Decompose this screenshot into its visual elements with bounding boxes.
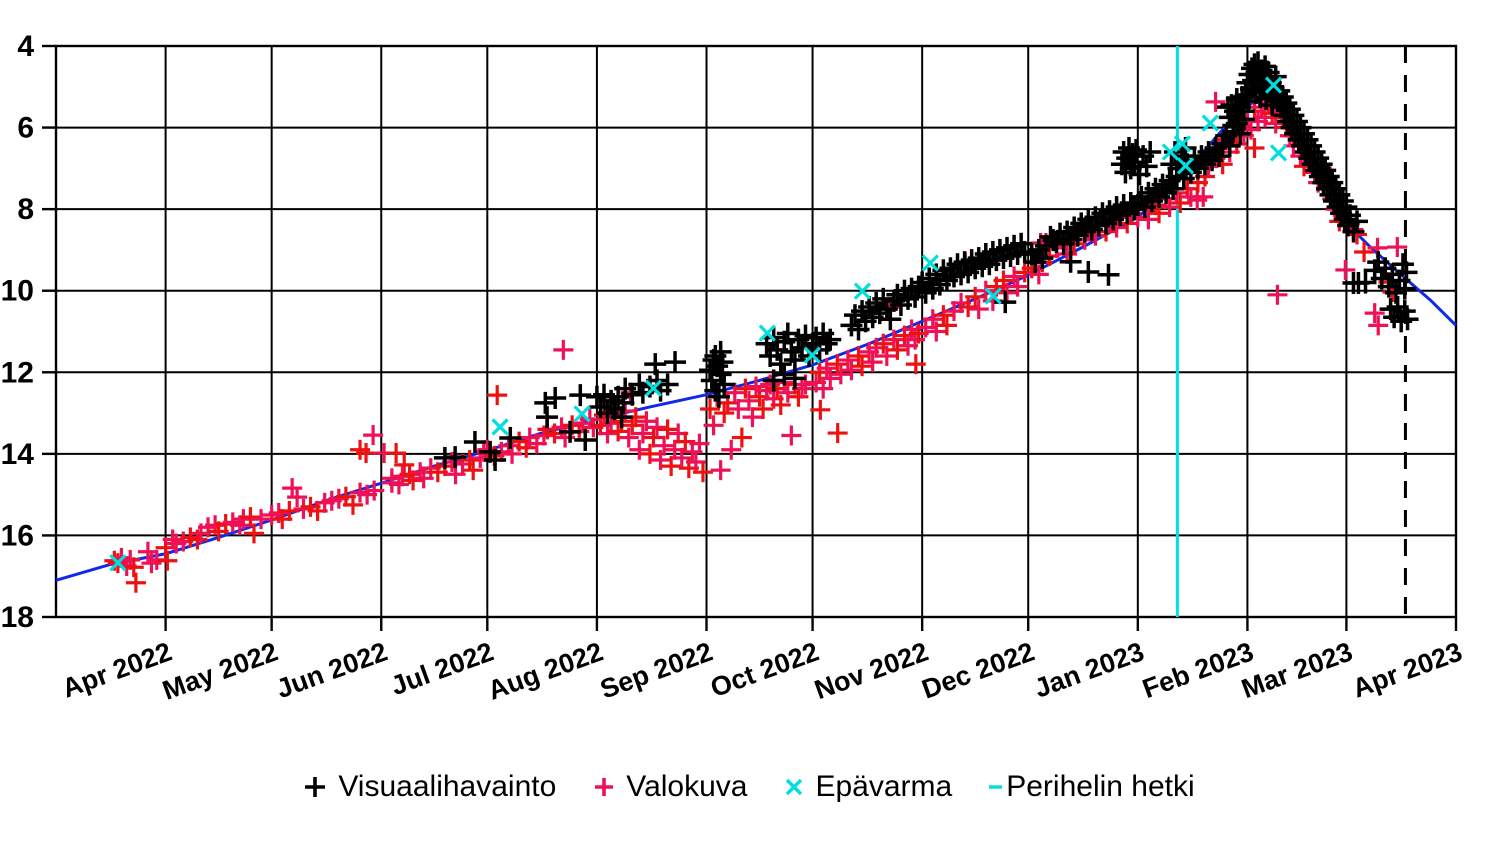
- legend-label-perihelion: Perihelin hetki: [1006, 770, 1195, 803]
- visual-observations: [433, 51, 1419, 471]
- legend-label-uncertain: Epävarma: [815, 770, 953, 803]
- plot-border: [54, 44, 1458, 619]
- axis-ticks: [42, 44, 1458, 631]
- model-fit-curve: [55, 100, 1458, 582]
- legend-item-uncertain: Epävarma: [783, 770, 952, 804]
- x-tick-label: Aug 2022: [484, 636, 607, 705]
- legend-item-visual: Visuaalihavainto: [302, 770, 556, 804]
- x-tick-label: Jul 2022: [387, 636, 497, 701]
- visual-plus-marker-icon: [305, 777, 326, 797]
- legend: Visuaalihavainto Valokuva Epävarma Perih…: [0, 770, 1497, 804]
- magnitude-tick-labels: 4 6 8 10 12 14 16 18: [1, 30, 35, 634]
- y-tick-label: 12: [1, 356, 34, 389]
- legend-label-visual: Visuaalihavainto: [338, 770, 557, 803]
- y-tick-label: 8: [17, 193, 34, 226]
- x-tick-label: Mar 2023: [1238, 636, 1357, 704]
- photo-plus-marker-icon: [595, 778, 614, 796]
- perihelion-line-icon: [989, 785, 1003, 789]
- x-tick-label: Apr 2022: [58, 636, 175, 703]
- x-tick-label: Apr 2023: [1349, 636, 1466, 703]
- x-tick-label: May 2022: [159, 636, 282, 705]
- x-tick-label: Sep 2022: [596, 636, 716, 704]
- y-tick-label: 18: [1, 601, 34, 634]
- photo-observations: [104, 91, 1408, 593]
- y-tick-label: 6: [17, 112, 34, 145]
- legend-item-photo: Valokuva: [592, 770, 747, 804]
- y-tick-label: 10: [1, 275, 34, 308]
- y-tick-label: 16: [1, 519, 34, 552]
- y-tick-label: 14: [1, 438, 35, 471]
- uncertain-x-marker-icon: [786, 778, 803, 796]
- x-tick-label: Nov 2022: [811, 636, 933, 705]
- x-tick-label: Oct 2022: [707, 636, 823, 703]
- x-tick-label: Jan 2023: [1030, 636, 1147, 703]
- x-tick-label: Dec 2022: [918, 636, 1038, 704]
- gridlines: [56, 45, 1457, 618]
- x-tick-label: Feb 2023: [1139, 636, 1258, 704]
- uncertain-observations: [109, 76, 1288, 572]
- x-tick-label: Jun 2022: [272, 636, 391, 704]
- y-tick-label: 4: [17, 30, 34, 63]
- legend-item-perihelion: Perihelin hetki: [988, 770, 1195, 804]
- legend-label-photo: Valokuva: [626, 770, 748, 803]
